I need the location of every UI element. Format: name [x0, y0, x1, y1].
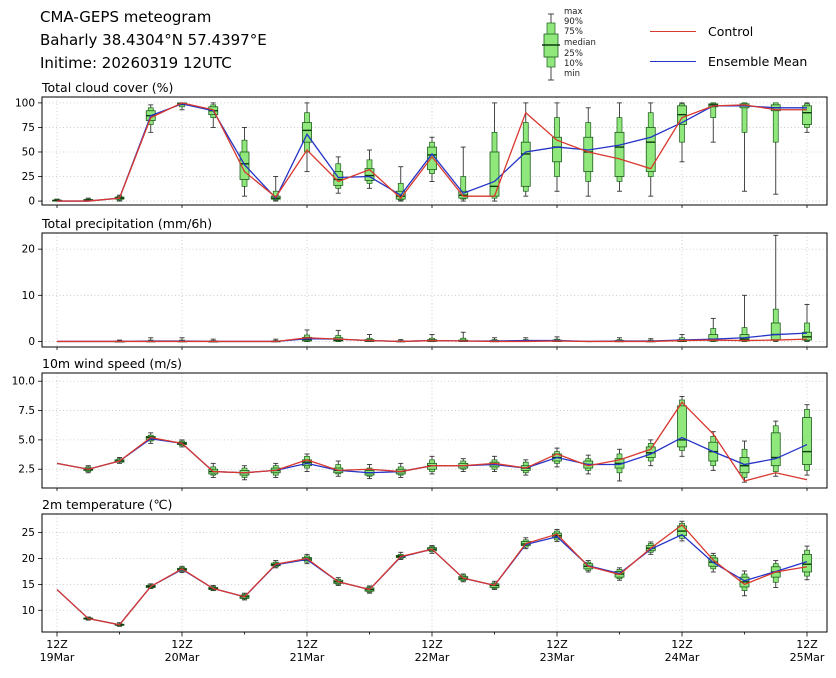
- svg-text:50: 50: [22, 146, 35, 158]
- svg-text:12Z: 12Z: [46, 638, 68, 651]
- svg-text:22Mar: 22Mar: [415, 651, 450, 664]
- panel-temperature-2m: 10 15 20 25 2m temperature (℃): [22, 497, 828, 637]
- ensemble-mean-line-total-cloud-cover: [57, 103, 807, 202]
- svg-text:19Mar: 19Mar: [40, 651, 75, 664]
- svg-text:7.5: 7.5: [18, 405, 35, 417]
- svg-text:12Z: 12Z: [296, 638, 318, 651]
- svg-text:Total cloud cover (%): Total cloud cover (%): [41, 80, 173, 95]
- boxplot-label-25: 25%: [564, 49, 583, 59]
- svg-text:20: 20: [22, 553, 35, 565]
- control-line-total-cloud-cover: [57, 102, 807, 202]
- svg-text:Total precipitation (mm/6h): Total precipitation (mm/6h): [41, 216, 212, 231]
- control-line-total-precipitation: [57, 337, 808, 343]
- svg-text:10.0: 10.0: [12, 376, 35, 388]
- boxplot-label-90: 90%: [564, 17, 583, 27]
- svg-text:25: 25: [22, 171, 35, 183]
- ensemble-mean-line-swatch: [650, 61, 696, 62]
- chart-title: CMA-GEPS meteogram: [40, 8, 212, 26]
- legend-ensemble-mean-label: Ensemble Mean: [708, 54, 808, 69]
- svg-text:0: 0: [28, 196, 35, 208]
- boxplot-label-median: median: [564, 38, 596, 48]
- svg-text:0: 0: [28, 336, 35, 348]
- svg-text:12Z: 12Z: [671, 638, 693, 651]
- svg-text:15: 15: [22, 579, 35, 591]
- svg-text:2m temperature (℃): 2m temperature (℃): [42, 497, 172, 512]
- boxplot-label-75: 75%: [564, 27, 583, 37]
- boxplot-legend-glyph: [540, 10, 562, 92]
- panel-total-precipitation: 0 10 20 Total precipitation (mm/6h): [22, 216, 828, 350]
- control-line-wind-speed-10m: [56, 401, 808, 482]
- svg-text:20: 20: [22, 244, 35, 256]
- svg-text:24Mar: 24Mar: [665, 651, 700, 664]
- svg-text:10m wind speed (m/s): 10m wind speed (m/s): [42, 356, 182, 371]
- svg-text:2.5: 2.5: [18, 464, 35, 476]
- svg-text:25Mar: 25Mar: [790, 651, 825, 664]
- boxplots-total-cloud-cover: [52, 102, 812, 202]
- svg-text:12Z: 12Z: [171, 638, 193, 651]
- svg-text:5.0: 5.0: [18, 434, 35, 446]
- chart-inittime: Initime: 20260319 12UTC: [40, 54, 232, 72]
- boxplots-total-precipitation: [114, 234, 812, 343]
- svg-text:100: 100: [15, 97, 35, 109]
- legend-control-label: Control: [708, 24, 754, 39]
- legend-entry-control: Control: [650, 24, 753, 39]
- chart-location: Baharly 38.4304°N 57.4397°E: [40, 31, 267, 49]
- legend-entry-ensemble-mean: Ensemble Mean: [650, 54, 807, 69]
- svg-text:10: 10: [22, 605, 35, 617]
- boxplot-label-min: min: [564, 69, 581, 79]
- svg-text:12Z: 12Z: [546, 638, 568, 651]
- svg-text:75: 75: [22, 122, 35, 134]
- control-line-swatch: [650, 31, 696, 32]
- boxplot-label-max: max: [564, 7, 583, 17]
- boxplot-label-10: 10%: [564, 59, 583, 69]
- svg-text:23Mar: 23Mar: [540, 651, 575, 664]
- panel-total-cloud-cover: 0 25 50 75 100 Total cloud cover (%): [15, 80, 828, 208]
- boxplot-glyph-svg: [542, 13, 560, 81]
- svg-text:21Mar: 21Mar: [290, 651, 325, 664]
- svg-text:20Mar: 20Mar: [165, 651, 200, 664]
- chart-header: CMA-GEPS meteogram Baharly 38.4304°N 57.…: [40, 6, 267, 75]
- svg-text:25: 25: [22, 527, 35, 539]
- boxplot-legend-labels: max 90% 75% median 25% 10% min: [564, 8, 614, 88]
- svg-text:10: 10: [22, 290, 35, 302]
- panel-wind-speed-10m: 2.5 5.0 7.5 10.0 10m wind speed (m/s): [12, 356, 828, 491]
- x-axis-labels: 12Z19Mar12Z20Mar12Z21Mar12Z22Mar12Z23Mar…: [40, 638, 825, 664]
- control-line-temperature-2m: [56, 523, 808, 626]
- svg-text:12Z: 12Z: [796, 638, 818, 651]
- svg-text:12Z: 12Z: [421, 638, 443, 651]
